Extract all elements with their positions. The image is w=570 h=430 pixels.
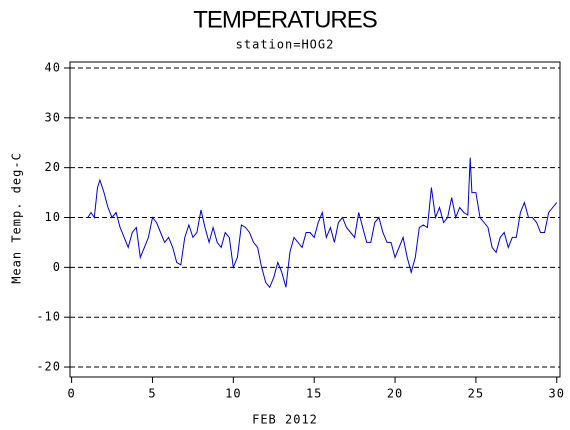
x-tick-label: 30 <box>549 387 565 401</box>
x-tick-label: 0 <box>67 387 75 401</box>
x-tick-label: 15 <box>306 387 322 401</box>
y-tick-label: 10 <box>45 210 61 224</box>
y-tick-label: -20 <box>36 360 61 374</box>
x-tick-label: 25 <box>468 387 484 401</box>
chart-subtitle: station=HOG2 <box>236 38 335 52</box>
y-tick-label: -10 <box>36 310 61 324</box>
data-line <box>87 157 558 289</box>
x-tick-label: 20 <box>387 387 403 401</box>
y-axis-label: Mean Temp. deg-C <box>10 152 24 284</box>
x-tick-label: 5 <box>148 387 156 401</box>
plot-frame <box>69 61 561 378</box>
y-tick-label: 0 <box>53 260 61 274</box>
chart-title: TEMPERATURES <box>193 6 377 33</box>
y-tick-label: 30 <box>45 110 61 124</box>
y-tick-label: 40 <box>45 60 61 74</box>
y-tick-label: 20 <box>45 160 61 174</box>
x-axis-label: FEB 2012 <box>252 413 318 427</box>
x-tick-label: 10 <box>225 387 241 401</box>
